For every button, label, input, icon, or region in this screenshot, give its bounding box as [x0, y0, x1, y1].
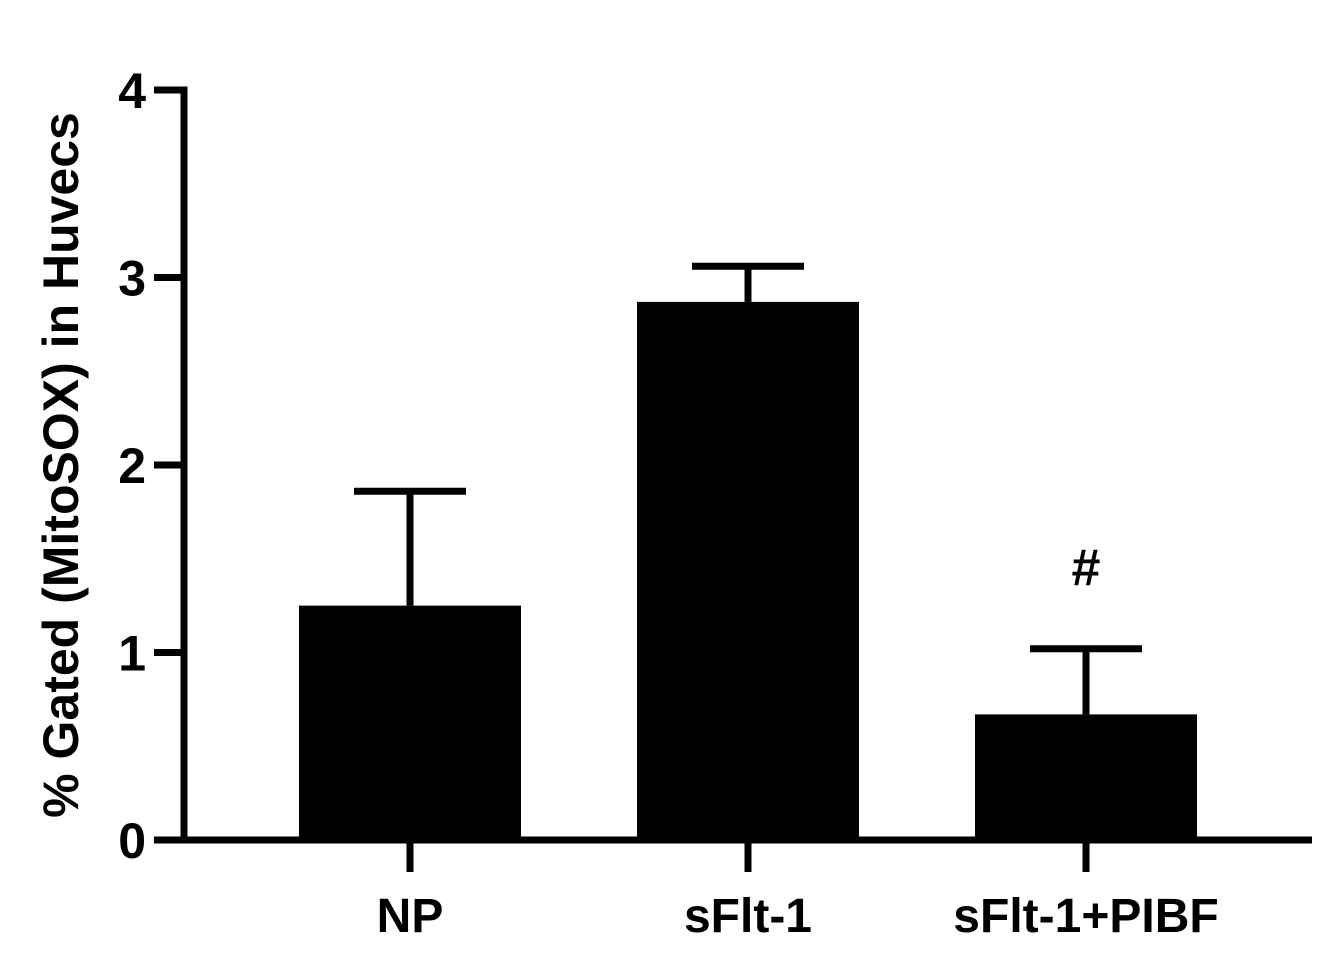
bars-layer [299, 301, 1197, 840]
y-tick-label-4: 4 [118, 63, 146, 119]
bar-3 [975, 714, 1197, 840]
y-tick-label-3: 3 [118, 251, 146, 307]
y-tick-label-2: 2 [118, 438, 146, 494]
error-bars-layer [354, 262, 1142, 715]
y-tick-label-0: 0 [118, 813, 146, 869]
x-ticks-layer: NP sFlt-1 sFlt-1+PIBF [377, 840, 1219, 943]
x-tick-label-3: sFlt-1+PIBF [953, 890, 1218, 943]
x-tick-label-2: sFlt-1 [684, 890, 812, 943]
y-ticks-layer: 0 1 2 3 4 [118, 63, 184, 869]
annotations-layer: # [1072, 539, 1101, 597]
bar-1 [299, 605, 521, 840]
annotation-3: # [1072, 539, 1101, 597]
bar-2 [637, 301, 859, 840]
x-tick-label-1: NP [377, 890, 444, 943]
y-tick-label-1: 1 [118, 626, 146, 682]
y-axis-label: % Gated (MitoSOX) in Huvecs [33, 112, 89, 818]
